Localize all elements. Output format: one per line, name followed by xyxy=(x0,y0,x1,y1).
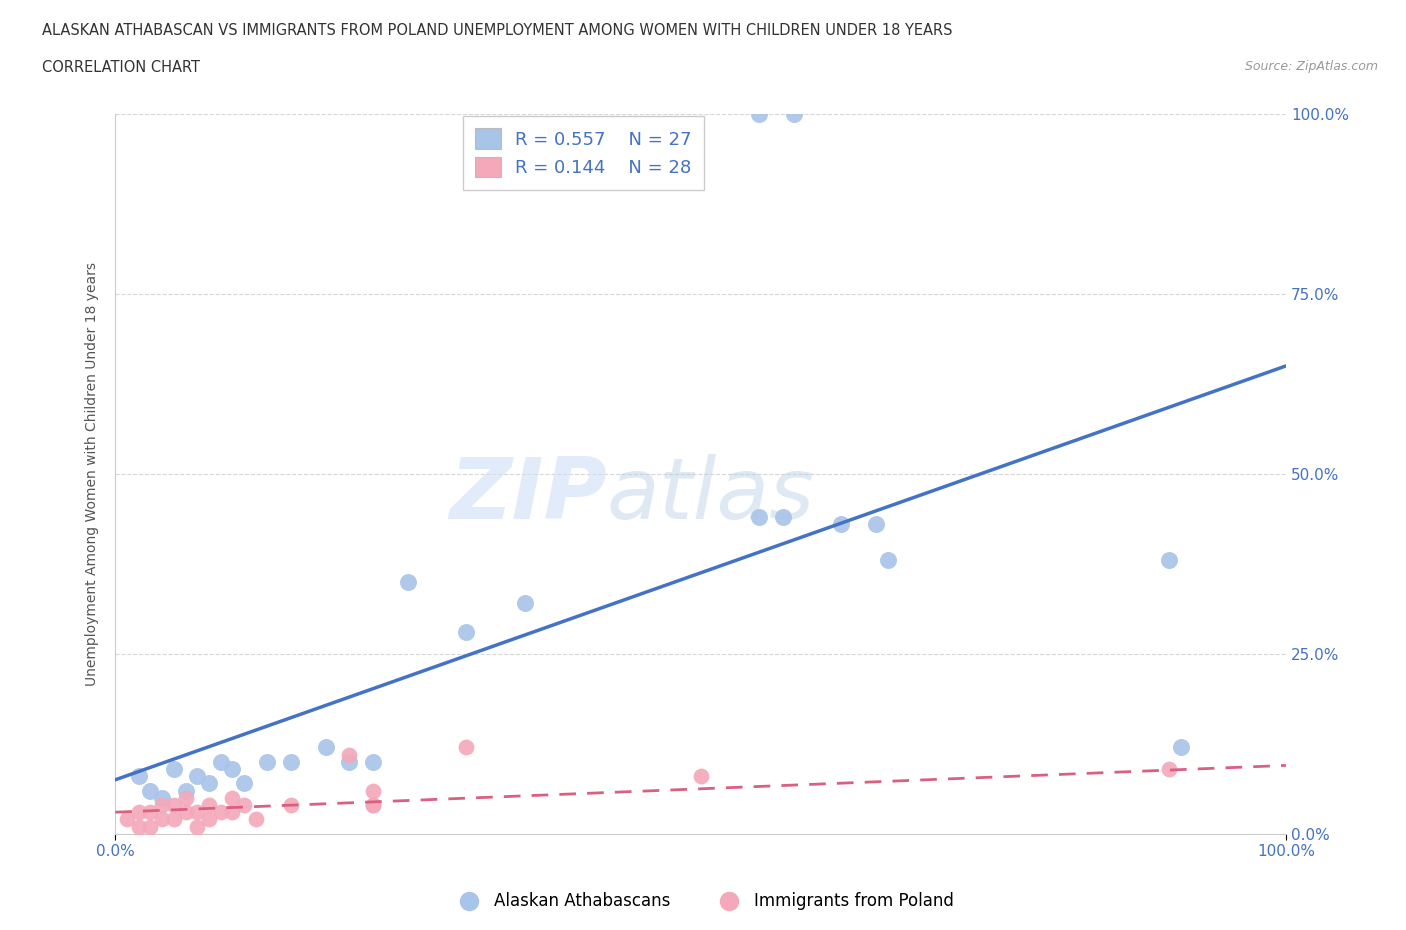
Point xyxy=(163,812,186,827)
Point xyxy=(783,107,806,122)
Text: ALASKAN ATHABASCAN VS IMMIGRANTS FROM POLAND UNEMPLOYMENT AMONG WOMEN WITH CHILD: ALASKAN ATHABASCAN VS IMMIGRANTS FROM PO… xyxy=(42,23,953,38)
Point xyxy=(209,754,232,769)
Point xyxy=(128,769,150,784)
Point xyxy=(128,819,150,834)
Point xyxy=(198,798,221,813)
Point xyxy=(150,812,173,827)
Point xyxy=(139,804,162,819)
Point xyxy=(150,798,173,813)
Point xyxy=(830,517,852,532)
Point xyxy=(221,790,243,805)
Point xyxy=(174,804,197,819)
Point xyxy=(339,754,361,769)
Point xyxy=(513,596,536,611)
Point xyxy=(186,769,208,784)
Point xyxy=(689,769,711,784)
Point xyxy=(361,783,384,798)
Point xyxy=(865,517,887,532)
Point xyxy=(163,798,186,813)
Point xyxy=(174,783,197,798)
Point xyxy=(128,804,150,819)
Point xyxy=(150,790,173,805)
Point xyxy=(361,798,384,813)
Point xyxy=(456,740,478,755)
Point xyxy=(233,798,256,813)
Point xyxy=(221,804,243,819)
Point xyxy=(139,819,162,834)
Point xyxy=(748,510,770,525)
Point xyxy=(174,790,197,805)
Point xyxy=(1157,552,1180,567)
Point xyxy=(339,747,361,762)
Point xyxy=(361,798,384,813)
Point xyxy=(280,798,302,813)
Point xyxy=(256,754,278,769)
Point xyxy=(163,762,186,777)
Point xyxy=(315,740,337,755)
Point xyxy=(198,776,221,790)
Text: atlas: atlas xyxy=(607,454,815,537)
Point xyxy=(361,754,384,769)
Point xyxy=(186,819,208,834)
Point xyxy=(396,575,419,590)
Point xyxy=(209,804,232,819)
Y-axis label: Unemployment Among Women with Children Under 18 years: Unemployment Among Women with Children U… xyxy=(86,262,100,686)
Point xyxy=(186,804,208,819)
Point xyxy=(280,754,302,769)
Point xyxy=(877,552,900,567)
Point xyxy=(115,812,138,827)
Text: Source: ZipAtlas.com: Source: ZipAtlas.com xyxy=(1244,60,1378,73)
Legend: Alaskan Athabascans, Immigrants from Poland: Alaskan Athabascans, Immigrants from Pol… xyxy=(446,885,960,917)
Text: ZIP: ZIP xyxy=(450,454,607,537)
Point xyxy=(139,783,162,798)
Point xyxy=(1170,740,1192,755)
Point xyxy=(748,107,770,122)
Point xyxy=(1157,762,1180,777)
Point xyxy=(198,812,221,827)
Point xyxy=(772,510,794,525)
Point xyxy=(456,625,478,640)
Point xyxy=(221,762,243,777)
Point xyxy=(233,776,256,790)
Point xyxy=(245,812,267,827)
Text: CORRELATION CHART: CORRELATION CHART xyxy=(42,60,200,75)
Legend: R = 0.557    N = 27, R = 0.144    N = 28: R = 0.557 N = 27, R = 0.144 N = 28 xyxy=(463,116,704,190)
